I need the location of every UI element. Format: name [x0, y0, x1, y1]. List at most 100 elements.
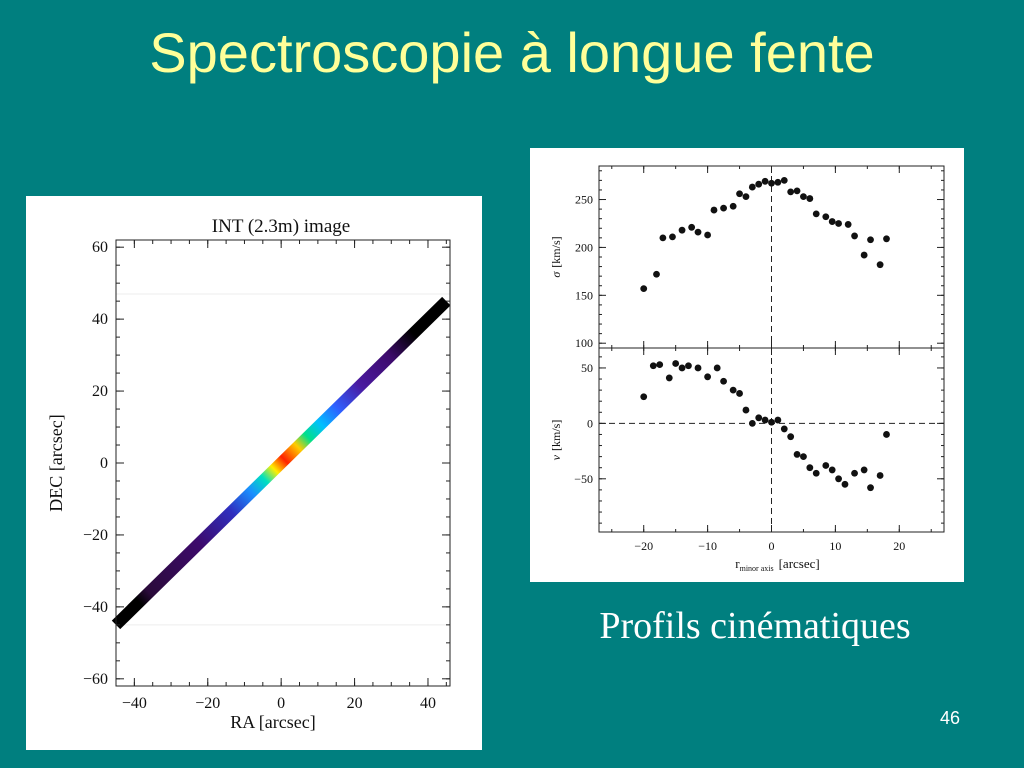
data-point [774, 416, 782, 424]
data-point [704, 231, 712, 239]
data-point [780, 425, 788, 433]
y-tick-label: 0 [100, 455, 108, 472]
y-tick-label: −40 [83, 599, 108, 616]
x-tick-label: 20 [347, 695, 363, 712]
figure-caption: Profils cinématiques [599, 605, 911, 647]
data-point [851, 469, 858, 477]
data-point [742, 406, 750, 414]
data-point [883, 235, 890, 243]
y-tick-label: 60 [92, 239, 108, 256]
y-axis-label-text: v [km/s] [549, 420, 563, 461]
data-point [844, 221, 852, 228]
x-tick-label: 0 [769, 539, 775, 553]
data-point [736, 390, 743, 397]
data-point [710, 206, 718, 214]
data-point [800, 453, 807, 461]
data-point [822, 213, 830, 221]
data-point [713, 364, 721, 372]
data-point [755, 180, 763, 188]
int-image-chart: −40 −20 0 20 40 60 40 20 0 −20 −40 −60 INT (2.3m) im… [46, 216, 451, 732]
data-point [793, 451, 801, 458]
slide-title: Spectroscopie à longue fente [149, 21, 875, 84]
data-point [685, 362, 692, 370]
data-point [835, 475, 842, 483]
data-point [729, 386, 737, 394]
y-axis-label-text: σ [km/s] [549, 236, 563, 277]
int-image-panel: −40 −20 0 20 40 60 40 20 0 −20 −40 −60 INT (2.3m) im… [26, 196, 482, 750]
data-point [812, 210, 820, 218]
y-axis-symbol: v [549, 454, 563, 460]
chart-title: INT (2.3m) image [212, 216, 350, 237]
x-tick-label: 40 [420, 695, 436, 712]
data-point [793, 187, 801, 195]
data-point [742, 193, 750, 201]
data-point [736, 190, 743, 198]
data-point [883, 431, 890, 438]
data-point [774, 178, 782, 186]
y-tick-label: 0 [587, 416, 593, 430]
data-point [812, 469, 820, 477]
data-point [828, 466, 836, 474]
data-point [828, 218, 836, 225]
data-point [640, 393, 648, 401]
data-point [761, 177, 769, 185]
data-point [876, 261, 884, 269]
data-point [694, 228, 702, 236]
data-point [688, 223, 696, 231]
y-tick-label: −20 [83, 527, 108, 544]
y-tick-label: 50 [581, 361, 593, 375]
x-tick-label: −40 [122, 695, 147, 712]
x-tick-label: −20 [634, 539, 653, 553]
data-point [720, 377, 727, 385]
data-point [780, 176, 788, 184]
data-point [761, 416, 769, 424]
y-tick-label: 150 [575, 288, 593, 302]
y-axis-symbol: σ [549, 271, 563, 278]
data-point [720, 204, 727, 212]
data-point [649, 362, 657, 370]
page-number: 46 [940, 708, 961, 728]
x-tick-label: −20 [195, 695, 220, 712]
data-point [787, 433, 795, 441]
x-tick-label: 10 [829, 539, 841, 553]
data-point [822, 462, 830, 469]
x-tick-label: 0 [277, 695, 285, 712]
y-tick-label: −60 [83, 671, 108, 688]
data-point [841, 480, 849, 488]
x-axis-subscript: minor axis [740, 564, 774, 573]
data-point [787, 188, 795, 196]
y-tick-label: 40 [92, 311, 108, 328]
data-point [768, 179, 775, 187]
x-axis-label: rminor axis [arcsec] [735, 556, 819, 573]
data-point [800, 193, 807, 201]
data-point [694, 364, 702, 372]
data-point [835, 220, 842, 227]
x-axis-label: RA [arcsec] [230, 712, 315, 732]
data-point [768, 418, 775, 426]
kinematic-profiles-chart: 100 150 200 250 σ [km/s] 50 0 −50 v [km/s] −20 −10 0 1… [549, 165, 945, 573]
data-point [806, 195, 814, 202]
data-point [653, 270, 660, 278]
data-point [867, 484, 874, 492]
data-point [665, 374, 673, 382]
data-point [678, 226, 686, 234]
data-point [860, 466, 868, 474]
data-point [867, 236, 874, 244]
y-axis-label: v [km/s] [549, 420, 563, 461]
y-tick-label: 200 [575, 240, 593, 254]
x-axis-unit: [arcsec] [779, 556, 820, 571]
data-point [876, 472, 884, 479]
kinematic-profiles-panel: 100 150 200 250 σ [km/s] 50 0 −50 v [km/s] −20 −10 0 1… [530, 148, 964, 582]
data-point [851, 232, 858, 240]
y-axis-label: σ [km/s] [549, 236, 563, 277]
y-axis-unit: [km/s] [549, 420, 563, 451]
y-tick-label: −50 [574, 472, 593, 486]
y-tick-label: 100 [575, 336, 593, 350]
data-point [748, 419, 756, 427]
y-tick-label: 20 [92, 383, 108, 400]
data-point [755, 414, 763, 422]
data-point [672, 360, 680, 367]
data-point [678, 364, 686, 372]
data-point [659, 234, 667, 242]
x-tick-label: −10 [698, 539, 717, 553]
